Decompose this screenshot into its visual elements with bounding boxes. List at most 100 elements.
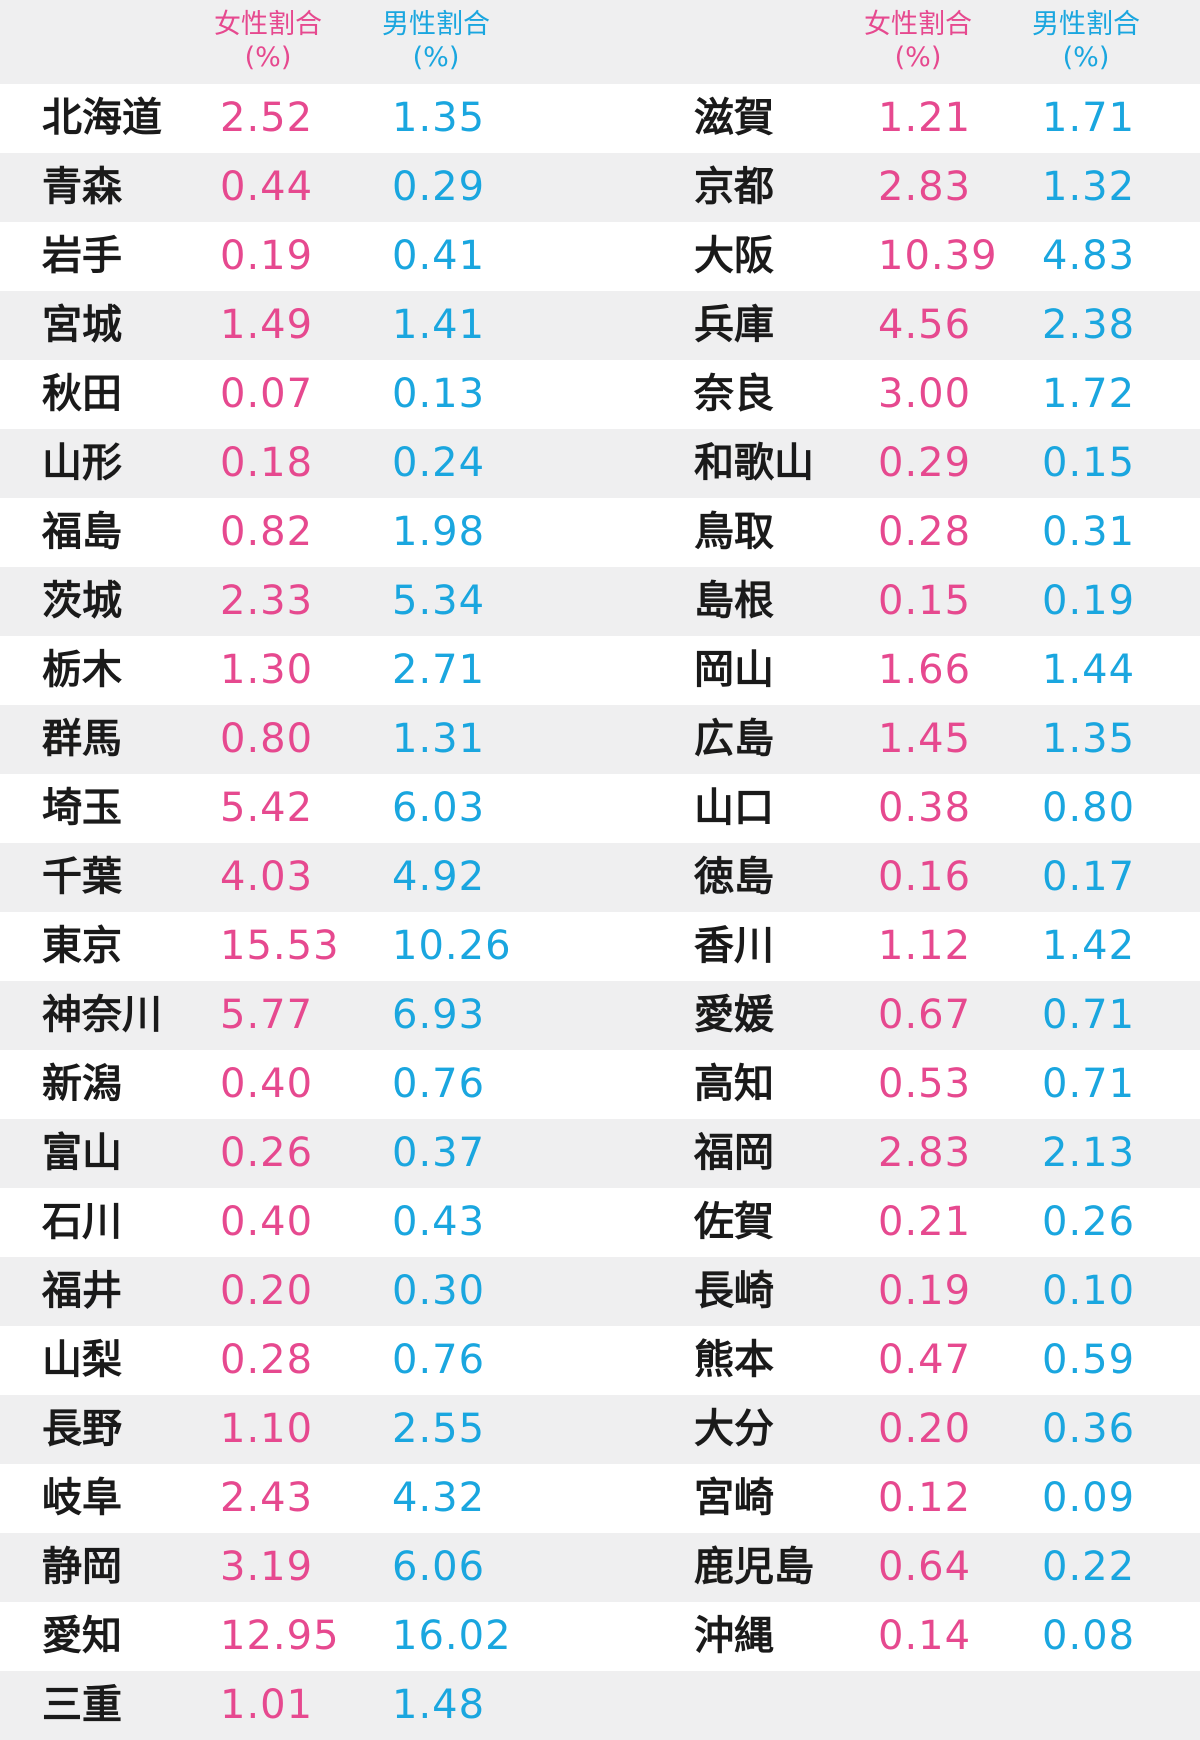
- female-ratio: 0.16: [878, 854, 972, 900]
- prefecture-name: 福島: [42, 509, 122, 555]
- female-ratio: 15.53: [220, 923, 340, 969]
- male-ratio: 0.59: [1042, 1337, 1136, 1383]
- male-ratio: 6.03: [392, 785, 486, 831]
- table-row: 茨城 2.33 5.34 島根 0.15 0.19: [0, 567, 1200, 636]
- table-row: 秋田 0.07 0.13 奈良 3.00 1.72: [0, 360, 1200, 429]
- prefecture-name: 愛媛: [694, 992, 774, 1038]
- male-ratio: 6.93: [392, 992, 486, 1038]
- male-ratio: 0.76: [392, 1061, 486, 1107]
- male-ratio: 0.30: [392, 1268, 486, 1314]
- prefecture-name: 広島: [694, 716, 774, 762]
- prefecture-name: 栃木: [42, 647, 122, 693]
- prefecture-name: 北海道: [42, 95, 162, 141]
- male-ratio: 5.34: [392, 578, 486, 624]
- male-ratio: 0.71: [1042, 1061, 1136, 1107]
- female-ratio: 1.10: [220, 1406, 314, 1452]
- table-row: 三重 1.01 1.48: [0, 1671, 1200, 1740]
- prefecture-name: 青森: [42, 164, 122, 210]
- female-ratio: 0.40: [220, 1061, 314, 1107]
- header-female-right: 女性割合 (%): [864, 9, 972, 73]
- male-ratio: 6.06: [392, 1544, 486, 1590]
- table-row: 愛知 12.95 16.02 沖縄 0.14 0.08: [0, 1602, 1200, 1671]
- table-row: 静岡 3.19 6.06 鹿児島 0.64 0.22: [0, 1533, 1200, 1602]
- male-ratio: 4.32: [392, 1475, 486, 1521]
- female-ratio: 4.56: [878, 302, 972, 348]
- prefecture-name: 徳島: [694, 854, 774, 900]
- prefecture-name: 福岡: [694, 1130, 774, 1176]
- male-ratio: 0.37: [392, 1130, 486, 1176]
- male-ratio: 0.13: [392, 371, 486, 417]
- male-ratio: 1.44: [1042, 647, 1136, 693]
- prefecture-name: 高知: [694, 1061, 774, 1107]
- male-ratio: 1.35: [1042, 716, 1136, 762]
- male-ratio: 2.38: [1042, 302, 1136, 348]
- male-ratio: 2.55: [392, 1406, 486, 1452]
- female-ratio: 0.53: [878, 1061, 972, 1107]
- female-ratio: 2.83: [878, 164, 972, 210]
- table-row: 北海道 2.52 1.35 滋賀 1.21 1.71: [0, 84, 1200, 153]
- female-ratio: 0.40: [220, 1199, 314, 1245]
- prefecture-name: 鳥取: [694, 509, 774, 555]
- female-ratio: 0.28: [878, 509, 972, 555]
- table-row: 神奈川 5.77 6.93 愛媛 0.67 0.71: [0, 981, 1200, 1050]
- male-ratio: 0.24: [392, 440, 486, 486]
- female-ratio: 0.64: [878, 1544, 972, 1590]
- prefecture-name: 東京: [42, 923, 122, 969]
- female-ratio: 0.19: [878, 1268, 972, 1314]
- female-ratio: 0.21: [878, 1199, 972, 1245]
- prefecture-name: 兵庫: [694, 302, 774, 348]
- male-ratio: 0.22: [1042, 1544, 1136, 1590]
- table-body: 北海道 2.52 1.35 滋賀 1.21 1.71 青森 0.44 0.29 京都 2.83 1.3…: [0, 84, 1200, 1740]
- prefecture-name: 京都: [694, 164, 774, 210]
- prefecture-name: 福井: [42, 1268, 122, 1314]
- female-ratio: 2.52: [220, 95, 314, 141]
- female-ratio: 1.01: [220, 1682, 314, 1728]
- prefecture-name: 秋田: [42, 371, 122, 417]
- male-ratio: 0.08: [1042, 1613, 1136, 1659]
- prefecture-name: 群馬: [42, 716, 122, 762]
- table-row: 富山 0.26 0.37 福岡 2.83 2.13: [0, 1119, 1200, 1188]
- prefecture-name: 山形: [42, 440, 122, 486]
- prefecture-name: 島根: [694, 578, 774, 624]
- prefecture-name: 茨城: [42, 578, 122, 624]
- prefecture-name: 埼玉: [42, 785, 122, 831]
- male-ratio: 0.29: [392, 164, 486, 210]
- male-ratio: 4.83: [1042, 233, 1136, 279]
- table-row: 千葉 4.03 4.92 徳島 0.16 0.17: [0, 843, 1200, 912]
- table-row: 東京 15.53 10.26 香川 1.12 1.42: [0, 912, 1200, 981]
- prefecture-name: 山梨: [42, 1337, 122, 1383]
- prefecture-name: 静岡: [42, 1544, 122, 1590]
- prefecture-name: 宮崎: [694, 1475, 774, 1521]
- male-ratio: 0.19: [1042, 578, 1136, 624]
- male-ratio: 10.26: [392, 923, 512, 969]
- male-ratio: 1.42: [1042, 923, 1136, 969]
- table-row: 石川 0.40 0.43 佐賀 0.21 0.26: [0, 1188, 1200, 1257]
- table-row: 福島 0.82 1.98 鳥取 0.28 0.31: [0, 498, 1200, 567]
- header-male-left: 男性割合 (%): [382, 9, 490, 73]
- female-ratio: 0.80: [220, 716, 314, 762]
- male-ratio: 0.26: [1042, 1199, 1136, 1245]
- male-ratio: 0.36: [1042, 1406, 1136, 1452]
- prefecture-name: 熊本: [694, 1337, 774, 1383]
- male-ratio: 0.15: [1042, 440, 1136, 486]
- female-ratio: 0.82: [220, 509, 314, 555]
- table-row: 山形 0.18 0.24 和歌山 0.29 0.15: [0, 429, 1200, 498]
- female-ratio: 0.38: [878, 785, 972, 831]
- prefecture-name: 愛知: [42, 1613, 122, 1659]
- female-ratio: 0.18: [220, 440, 314, 486]
- male-ratio: 0.31: [1042, 509, 1136, 555]
- prefecture-name: 和歌山: [694, 440, 814, 486]
- female-ratio: 0.67: [878, 992, 972, 1038]
- female-ratio: 3.00: [878, 371, 972, 417]
- table-row: 群馬 0.80 1.31 広島 1.45 1.35: [0, 705, 1200, 774]
- female-ratio: 0.44: [220, 164, 314, 210]
- prefecture-name: 長野: [42, 1406, 122, 1452]
- male-ratio: 0.41: [392, 233, 486, 279]
- male-ratio: 2.13: [1042, 1130, 1136, 1176]
- female-ratio: 2.43: [220, 1475, 314, 1521]
- female-ratio: 0.29: [878, 440, 972, 486]
- prefecture-name: 岐阜: [42, 1475, 122, 1521]
- female-ratio: 0.20: [878, 1406, 972, 1452]
- female-ratio: 0.26: [220, 1130, 314, 1176]
